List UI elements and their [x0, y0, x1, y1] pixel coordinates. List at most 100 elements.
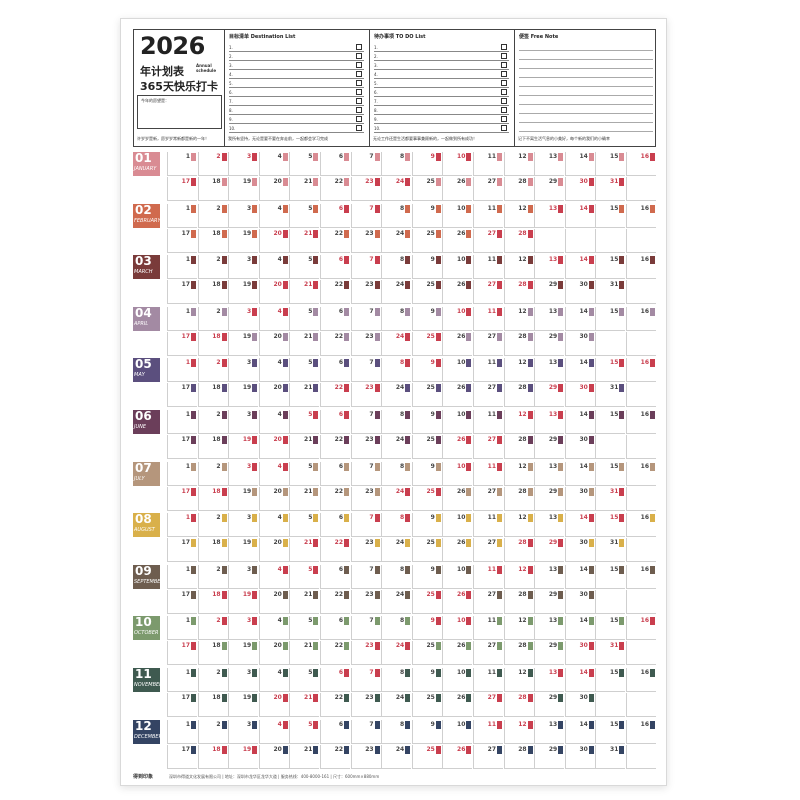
goal-list-row[interactable]: 8. — [229, 105, 364, 115]
day-cell[interactable]: 10 — [442, 203, 473, 228]
day-cell[interactable]: 10 — [442, 152, 473, 176]
day-cell[interactable]: 13 — [534, 564, 565, 589]
day-cell[interactable]: 14 — [564, 203, 595, 228]
day-cell[interactable]: 18 — [197, 589, 228, 614]
day-cell[interactable]: 31 — [595, 538, 626, 563]
day-cell[interactable]: 20 — [258, 538, 289, 563]
day-cell[interactable]: 12 — [503, 203, 534, 228]
day-cell[interactable]: 2 — [197, 564, 228, 589]
day-cell[interactable]: 11 — [473, 668, 503, 692]
day-cell[interactable]: 12 — [503, 255, 534, 280]
day-cell[interactable]: 4 — [258, 719, 289, 744]
day-cell[interactable]: 27 — [473, 331, 503, 356]
day-cell[interactable]: 25 — [411, 641, 442, 666]
day-cell[interactable]: 6 — [320, 410, 350, 434]
day-cell[interactable]: 26 — [442, 177, 473, 201]
day-cell[interactable]: 29 — [534, 383, 565, 408]
day-cell[interactable]: 2 — [197, 306, 228, 331]
day-cell[interactable]: 14 — [564, 513, 595, 538]
day-cell[interactable]: 9 — [411, 152, 442, 176]
day-cell[interactable]: 5 — [289, 513, 320, 538]
day-cell[interactable]: 1 — [167, 668, 197, 692]
day-cell[interactable]: 18 — [197, 744, 228, 769]
day-cell[interactable]: 19 — [228, 538, 259, 563]
todo-list-checkbox[interactable] — [501, 98, 507, 104]
day-cell[interactable]: 14 — [564, 152, 595, 176]
day-cell[interactable]: 15 — [595, 668, 626, 692]
day-cell[interactable]: 13 — [534, 358, 565, 383]
day-cell[interactable]: 29 — [534, 280, 565, 305]
day-cell[interactable]: 8 — [381, 358, 412, 383]
day-cell[interactable]: 12 — [503, 668, 534, 692]
day-cell[interactable]: 22 — [320, 383, 350, 408]
day-cell[interactable]: 28 — [503, 693, 534, 717]
day-cell[interactable]: 20 — [258, 280, 289, 305]
day-cell[interactable]: 17 — [167, 280, 197, 305]
day-cell[interactable]: 26 — [442, 744, 473, 769]
day-cell[interactable]: 9 — [411, 358, 442, 383]
day-cell[interactable]: 16 — [626, 461, 656, 486]
day-cell[interactable]: 4 — [258, 564, 289, 589]
day-cell[interactable]: 15 — [595, 410, 626, 434]
todo-list-row[interactable]: 10. — [374, 123, 509, 133]
goal-list-row[interactable]: 5. — [229, 78, 364, 88]
day-cell[interactable]: 22 — [320, 589, 350, 614]
day-cell[interactable]: 13 — [534, 306, 565, 331]
day-cell[interactable]: 27 — [473, 435, 503, 459]
day-cell[interactable]: 15 — [595, 203, 626, 228]
day-cell[interactable]: 7 — [350, 668, 381, 692]
day-cell[interactable]: 14 — [564, 461, 595, 486]
day-cell[interactable]: 1 — [167, 358, 197, 383]
free-note-line[interactable] — [519, 104, 653, 105]
day-cell[interactable]: 31 — [595, 641, 626, 666]
day-cell[interactable]: 27 — [473, 486, 503, 511]
todo-list-checkbox[interactable] — [501, 62, 507, 68]
day-cell[interactable]: 6 — [320, 358, 350, 383]
free-note-line[interactable] — [519, 86, 653, 87]
day-cell[interactable]: 23 — [350, 538, 381, 563]
day-cell[interactable]: 20 — [258, 435, 289, 459]
day-cell[interactable]: 19 — [228, 280, 259, 305]
day-cell[interactable] — [626, 331, 656, 356]
day-cell[interactable]: 22 — [320, 744, 350, 769]
day-cell[interactable]: 11 — [473, 616, 503, 641]
day-cell[interactable]: 13 — [534, 513, 565, 538]
day-cell[interactable]: 15 — [595, 616, 626, 641]
day-cell[interactable]: 6 — [320, 255, 350, 280]
day-cell[interactable]: 26 — [442, 383, 473, 408]
day-cell[interactable] — [626, 435, 656, 459]
day-cell[interactable] — [626, 589, 656, 614]
day-cell[interactable]: 3 — [228, 461, 259, 486]
day-cell[interactable]: 19 — [228, 435, 259, 459]
goal-list-row[interactable]: 4. — [229, 69, 364, 79]
day-cell[interactable]: 9 — [411, 668, 442, 692]
day-cell[interactable]: 3 — [228, 306, 259, 331]
day-cell[interactable]: 28 — [503, 280, 534, 305]
day-cell[interactable]: 20 — [258, 331, 289, 356]
day-cell[interactable] — [626, 744, 656, 769]
day-cell[interactable]: 25 — [411, 744, 442, 769]
day-cell[interactable]: 7 — [350, 719, 381, 744]
day-cell[interactable]: 26 — [442, 589, 473, 614]
todo-list-checkbox[interactable] — [501, 89, 507, 95]
day-cell[interactable]: 27 — [473, 744, 503, 769]
day-cell[interactable]: 10 — [442, 719, 473, 744]
day-cell[interactable] — [595, 228, 626, 253]
day-cell[interactable]: 20 — [258, 744, 289, 769]
day-cell[interactable]: 3 — [228, 152, 259, 176]
day-cell[interactable]: 21 — [289, 538, 320, 563]
day-cell[interactable]: 28 — [503, 538, 534, 563]
day-cell[interactable]: 29 — [534, 693, 565, 717]
day-cell[interactable]: 30 — [564, 435, 595, 459]
day-cell[interactable]: 9 — [411, 410, 442, 434]
day-cell[interactable]: 23 — [350, 177, 381, 201]
day-cell[interactable]: 8 — [381, 616, 412, 641]
day-cell[interactable]: 1 — [167, 719, 197, 744]
day-cell[interactable]: 11 — [473, 513, 503, 538]
day-cell[interactable]: 24 — [381, 383, 412, 408]
day-cell[interactable]: 22 — [320, 538, 350, 563]
day-cell[interactable]: 8 — [381, 306, 412, 331]
day-cell[interactable]: 23 — [350, 693, 381, 717]
day-cell[interactable]: 30 — [564, 744, 595, 769]
day-cell[interactable]: 18 — [197, 177, 228, 201]
